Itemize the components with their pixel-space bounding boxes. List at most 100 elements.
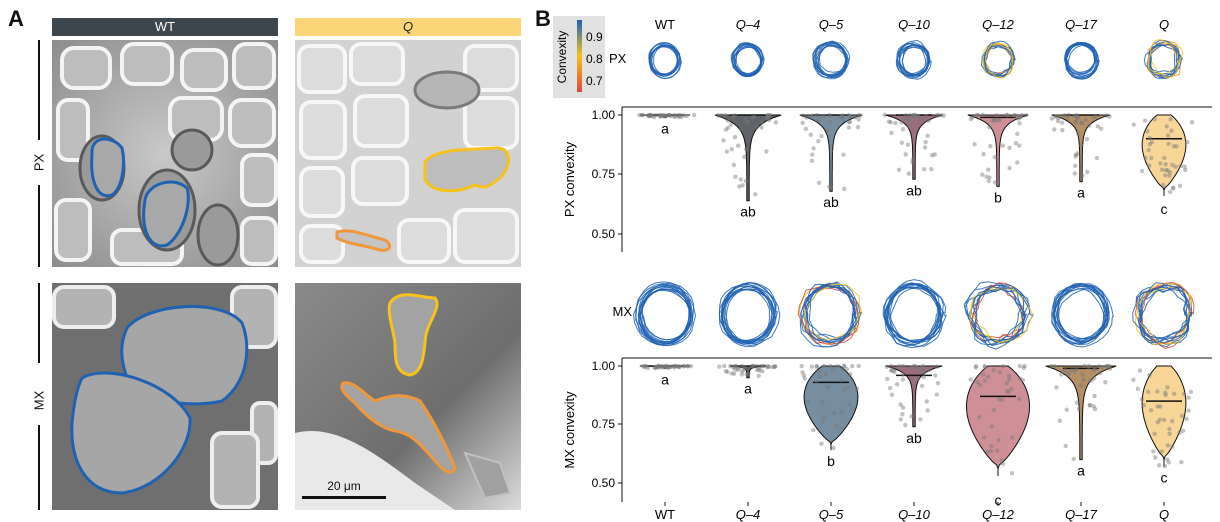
data-point xyxy=(1135,386,1141,392)
data-point xyxy=(1061,369,1066,375)
data-point xyxy=(899,119,905,125)
data-point xyxy=(934,392,939,397)
data-point xyxy=(985,449,990,454)
data-point xyxy=(839,409,845,414)
data-point xyxy=(665,112,671,118)
data-point xyxy=(913,363,918,369)
shape-row-label-px: PX xyxy=(609,51,627,66)
data-point xyxy=(658,113,663,119)
mx-shape-outline xyxy=(638,285,694,345)
data-point xyxy=(1171,144,1177,149)
data-point xyxy=(825,384,830,390)
data-point xyxy=(1009,386,1014,392)
shape-row-label-mx: MX xyxy=(613,304,633,319)
data-point xyxy=(1165,443,1171,448)
data-point xyxy=(1073,118,1079,124)
data-point xyxy=(1143,155,1148,160)
data-point xyxy=(733,364,739,369)
data-point xyxy=(814,112,820,118)
data-point xyxy=(1072,114,1077,119)
data-point xyxy=(1177,430,1182,436)
data-point xyxy=(731,365,736,370)
violin-1 xyxy=(714,114,782,202)
data-point xyxy=(667,113,672,118)
data-point xyxy=(817,368,823,374)
scale-bar-label: 20 μm xyxy=(327,479,361,493)
data-point xyxy=(926,118,931,123)
data-point xyxy=(669,113,674,119)
data-point xyxy=(739,126,744,132)
data-point xyxy=(735,143,741,148)
data-point xyxy=(914,365,920,370)
mx-shape-outline xyxy=(721,282,781,346)
data-point xyxy=(725,118,731,123)
data-point xyxy=(757,368,762,373)
data-point xyxy=(1157,417,1163,422)
data-point xyxy=(1142,118,1148,123)
data-point xyxy=(728,122,734,128)
mx-shape-outline xyxy=(882,282,941,347)
data-point xyxy=(676,112,681,118)
data-point xyxy=(1089,378,1094,383)
data-point xyxy=(1004,381,1009,386)
data-point xyxy=(842,363,847,369)
data-point xyxy=(685,363,690,369)
data-point xyxy=(642,363,648,369)
data-point xyxy=(912,112,917,118)
data-point xyxy=(1163,390,1168,395)
data-point xyxy=(756,366,762,371)
data-point xyxy=(980,112,986,118)
data-point xyxy=(896,167,902,173)
mx-shape-outline xyxy=(805,285,855,344)
data-point xyxy=(935,380,941,386)
data-point xyxy=(1079,120,1084,126)
data-point xyxy=(744,371,749,377)
data-point xyxy=(1007,165,1012,171)
data-point xyxy=(1092,393,1097,399)
data-point xyxy=(818,374,823,379)
data-point xyxy=(1165,168,1170,173)
data-point xyxy=(1131,122,1136,127)
data-point xyxy=(910,113,915,118)
data-point xyxy=(1178,163,1183,169)
data-point xyxy=(650,113,656,118)
significance-letter-2: ab xyxy=(823,194,839,210)
data-point xyxy=(677,364,682,370)
data-point xyxy=(1066,371,1072,376)
data-point xyxy=(994,113,1000,118)
data-point xyxy=(715,112,721,118)
data-point xyxy=(728,363,733,369)
data-point xyxy=(1015,131,1020,136)
data-point xyxy=(848,371,853,377)
data-point xyxy=(1085,169,1090,175)
data-point xyxy=(770,364,775,370)
mx-shape-outline xyxy=(964,286,1025,346)
data-point xyxy=(681,363,686,369)
data-point xyxy=(676,113,681,119)
genotype-label-top-2: Q–5 xyxy=(819,17,844,32)
data-point xyxy=(659,365,665,370)
data-point xyxy=(1171,185,1176,191)
px-shape-outline xyxy=(898,44,929,76)
data-point xyxy=(672,112,677,118)
mx-shape-outline xyxy=(1139,281,1193,344)
data-point xyxy=(754,367,760,373)
data-point xyxy=(758,363,763,369)
data-point xyxy=(915,376,920,381)
data-point xyxy=(850,363,855,369)
data-point xyxy=(923,114,929,119)
data-point xyxy=(1087,403,1092,408)
data-point xyxy=(1159,449,1165,454)
data-point xyxy=(839,378,844,383)
data-point xyxy=(1107,114,1112,119)
data-point xyxy=(1017,376,1023,381)
data-point xyxy=(721,138,726,143)
significance-letter-6: c xyxy=(1161,470,1168,486)
data-point xyxy=(656,363,662,369)
data-point xyxy=(817,117,822,123)
data-point xyxy=(903,113,908,118)
data-point xyxy=(804,115,809,120)
data-point xyxy=(1075,151,1080,156)
data-point xyxy=(1163,162,1168,167)
data-point xyxy=(663,363,668,369)
